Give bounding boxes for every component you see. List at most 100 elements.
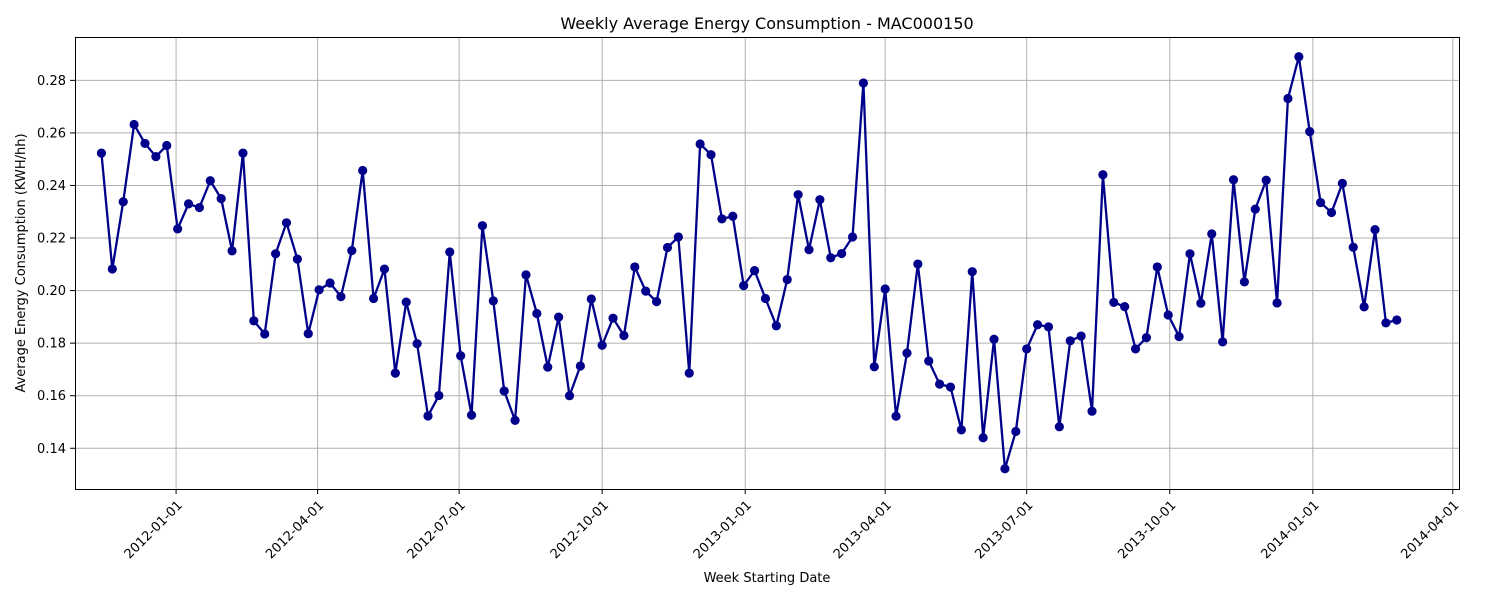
data-point	[260, 329, 270, 339]
data-point	[847, 232, 858, 242]
data-point	[390, 368, 400, 378]
data-point	[924, 356, 934, 366]
data-point	[1141, 333, 1152, 343]
data-point	[1054, 422, 1064, 432]
y-axis: 0.14 0.16 0.18 0.20 0.22 0.24 0.26 0.28	[37, 74, 75, 457]
data-point	[608, 313, 618, 323]
y-tick: 0.14	[37, 442, 75, 457]
data-point	[1065, 336, 1075, 346]
data-point	[1337, 178, 1347, 188]
data-point	[227, 246, 237, 256]
data-point	[379, 264, 390, 274]
data-point	[1348, 242, 1358, 252]
data-point	[543, 362, 553, 372]
y-tick: 0.26	[37, 126, 75, 141]
data-point	[368, 293, 379, 304]
data-point	[336, 292, 346, 302]
data-point	[1000, 464, 1010, 474]
data-point	[423, 411, 433, 421]
data-point	[1272, 298, 1282, 308]
y-axis-label: Average Energy Consumption (KWH/hh)	[14, 133, 29, 392]
data-point	[1261, 175, 1271, 185]
data-point	[303, 329, 313, 339]
data-point	[1043, 322, 1054, 332]
data-point	[793, 190, 803, 200]
data-point	[760, 293, 771, 304]
y-tick-label: 0.28	[37, 74, 66, 89]
data-point	[880, 284, 890, 294]
data-point	[1207, 229, 1217, 239]
data-point	[1032, 320, 1043, 330]
data-point	[554, 312, 564, 322]
data-point	[1174, 331, 1184, 342]
data-point	[739, 281, 749, 291]
data-point	[96, 148, 107, 158]
y-tick: 0.28	[37, 74, 75, 89]
data-point	[902, 348, 912, 358]
data-point	[564, 391, 575, 401]
y-tick: 0.24	[37, 179, 75, 194]
data-point	[662, 242, 673, 253]
data-point	[129, 119, 139, 130]
data-point	[1316, 197, 1326, 208]
data-point	[477, 221, 488, 231]
y-tick: 0.18	[37, 337, 75, 352]
data-point	[1152, 262, 1162, 272]
data-point	[586, 294, 596, 304]
data-point	[510, 415, 520, 426]
series-layer	[96, 52, 1402, 474]
data-point	[249, 316, 259, 326]
data-point	[292, 254, 302, 264]
data-point	[1250, 204, 1260, 214]
data-point	[1185, 249, 1195, 259]
data-point	[935, 379, 945, 389]
data-point	[1120, 302, 1130, 312]
y-tick-label: 0.18	[37, 337, 66, 352]
data-point	[913, 259, 923, 269]
data-point	[641, 286, 651, 296]
data-point	[619, 330, 629, 341]
data-point	[118, 197, 128, 207]
y-tick-label: 0.16	[37, 389, 66, 404]
data-point	[771, 321, 781, 331]
data-point	[1163, 310, 1173, 320]
data-point	[499, 386, 509, 396]
data-point	[434, 390, 444, 401]
data-point	[401, 297, 411, 307]
data-point	[869, 362, 879, 372]
data-point	[1359, 302, 1369, 312]
y-tick-label: 0.20	[37, 284, 66, 299]
data-point	[325, 278, 335, 288]
series-line	[100, 55, 1398, 470]
data-point	[630, 262, 640, 272]
data-point	[281, 218, 292, 228]
data-point	[956, 425, 966, 435]
data-point	[706, 150, 716, 160]
data-point	[1228, 175, 1239, 185]
y-tick-label: 0.14	[37, 442, 66, 457]
grid	[75, 37, 1459, 489]
chart-title: Weekly Average Energy Consumption - MAC0…	[560, 14, 973, 33]
data-point	[1381, 318, 1391, 328]
data-point	[107, 264, 117, 274]
data-point	[1130, 344, 1141, 354]
data-point	[162, 140, 172, 151]
data-point	[140, 138, 150, 149]
data-point	[445, 247, 455, 257]
data-point	[1098, 170, 1108, 180]
data-point	[815, 195, 825, 205]
data-point	[978, 433, 988, 443]
data-point	[183, 199, 194, 209]
data-point	[1294, 52, 1304, 62]
data-point	[575, 361, 585, 371]
data-point	[989, 334, 999, 344]
data-point	[1218, 337, 1228, 347]
data-point	[1283, 93, 1293, 104]
y-tick: 0.22	[37, 232, 75, 247]
data-point	[891, 411, 901, 421]
data-point	[456, 351, 466, 361]
data-point	[858, 78, 869, 88]
y-tick: 0.20	[37, 284, 75, 299]
data-point	[521, 270, 531, 280]
data-point	[1011, 426, 1021, 437]
